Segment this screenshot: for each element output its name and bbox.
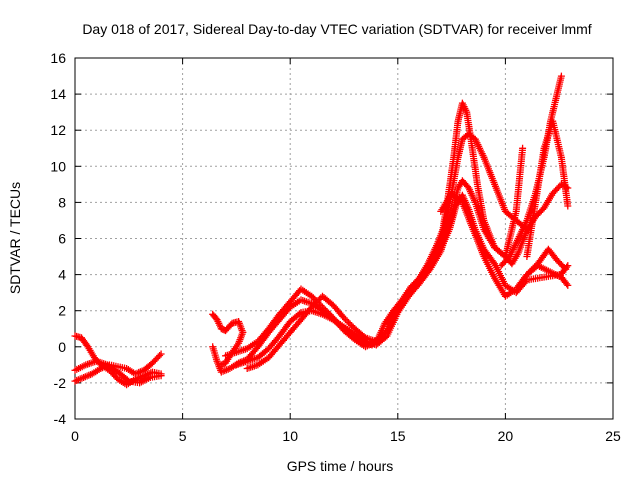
series-trace-3 bbox=[71, 357, 165, 387]
y-tick-label: 10 bbox=[50, 158, 66, 174]
y-tick-label: 16 bbox=[50, 50, 66, 66]
x-tick-label: 5 bbox=[179, 428, 187, 444]
x-tick-label: 15 bbox=[390, 428, 406, 444]
data-series bbox=[71, 72, 572, 389]
series-markers bbox=[523, 117, 572, 260]
x-tick-label: 0 bbox=[71, 428, 79, 444]
y-axis-label: SDTVAR / TECUs bbox=[7, 182, 23, 294]
series-markers bbox=[523, 245, 570, 279]
x-tick-label: 10 bbox=[282, 428, 298, 444]
series-trace-11 bbox=[523, 117, 572, 260]
series-trace-12 bbox=[523, 245, 570, 279]
y-tick-label: 12 bbox=[50, 122, 66, 138]
x-tick-label: 25 bbox=[605, 428, 621, 444]
x-axis-label: GPS time / hours bbox=[287, 458, 394, 474]
y-tick-label: 14 bbox=[50, 86, 66, 102]
x-tick-label: 20 bbox=[498, 428, 514, 444]
y-tick-label: 6 bbox=[58, 231, 66, 247]
y-tick-label: -4 bbox=[54, 411, 67, 427]
chart-title: Day 018 of 2017, Sidereal Day-to-day VTE… bbox=[82, 21, 591, 37]
series-trace-4 bbox=[209, 310, 247, 369]
axis-ticks: 0 5 10 15 20 25 -4 -2 0 2 4 6 8 10 12 14 16 bbox=[50, 50, 621, 444]
y-tick-label: 0 bbox=[58, 339, 66, 355]
series-markers bbox=[71, 357, 165, 387]
grid bbox=[75, 58, 613, 419]
series-markers bbox=[209, 310, 247, 369]
y-tick-label: -2 bbox=[54, 375, 67, 391]
y-tick-label: 8 bbox=[58, 194, 66, 210]
y-tick-label: 4 bbox=[58, 267, 66, 283]
y-tick-label: 2 bbox=[58, 303, 66, 319]
